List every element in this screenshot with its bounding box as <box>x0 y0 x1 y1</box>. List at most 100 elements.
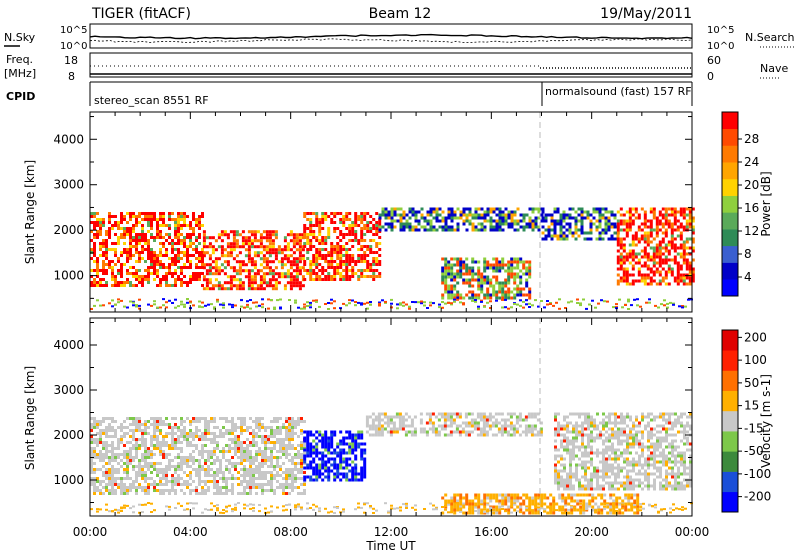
echo-cell <box>315 218 319 221</box>
echo-cell <box>681 305 684 307</box>
echo-cell <box>183 429 186 432</box>
echo-cell <box>303 278 307 281</box>
echo-cell <box>306 301 309 304</box>
echo-cell <box>368 427 372 431</box>
echo-cell <box>516 505 520 509</box>
echo-cell <box>603 300 606 303</box>
echo-cell <box>120 426 123 429</box>
echo-cell <box>399 228 403 232</box>
echo-cell <box>217 272 221 276</box>
echo-cell <box>90 281 93 284</box>
echo-cell <box>129 236 132 239</box>
echo-cell <box>153 272 156 275</box>
echo-cell <box>282 486 285 489</box>
echo-cell <box>670 237 674 241</box>
echo-cell <box>513 210 517 214</box>
echo-cell <box>664 222 668 226</box>
echo-cell <box>105 239 108 242</box>
echo-cell <box>252 462 255 465</box>
echo-cell <box>339 272 343 275</box>
echo-cell <box>643 216 647 220</box>
echo-cell <box>682 276 686 280</box>
echo-cell <box>664 258 668 262</box>
echo-cell <box>667 267 671 271</box>
echo-cell <box>195 489 198 492</box>
echo-cell <box>649 279 653 283</box>
echo-cell <box>285 426 288 429</box>
echo-cell <box>208 245 212 249</box>
echo-cell <box>655 216 659 220</box>
echo-cell <box>114 281 117 284</box>
echo-cell <box>288 420 291 423</box>
echo-cell <box>306 236 310 239</box>
echo-cell <box>270 447 273 450</box>
echo-cell <box>195 272 198 275</box>
echo-cell <box>138 298 141 301</box>
echo-cell <box>150 438 153 441</box>
echo-cell <box>565 213 569 217</box>
echo-cell <box>513 272 517 276</box>
echo-cell <box>247 254 251 258</box>
echo-cell <box>336 248 340 251</box>
echo-cell <box>174 432 177 435</box>
echo-cell <box>240 453 243 456</box>
echo-cell <box>354 445 358 449</box>
echo-cell <box>634 279 638 283</box>
echo-cell <box>456 260 460 264</box>
echo-cell <box>546 505 550 509</box>
echo-cell <box>669 301 672 304</box>
echo-cell <box>265 272 269 276</box>
echo-cell <box>222 417 225 420</box>
echo-cell <box>312 472 316 476</box>
echo-cell <box>259 275 263 279</box>
echo-cell <box>622 246 626 250</box>
echo-cell <box>360 239 364 242</box>
echo-cell <box>312 224 316 227</box>
echo-cell <box>682 279 686 283</box>
echo-cell <box>577 213 581 217</box>
echo-cell <box>489 493 493 497</box>
echo-cell <box>494 418 498 422</box>
echo-cell <box>210 303 213 306</box>
echo-cell <box>495 207 499 211</box>
echo-cell <box>580 213 584 217</box>
echo-cell <box>453 493 457 497</box>
echo-cell <box>165 489 168 492</box>
echo-cell <box>138 275 141 278</box>
echo-cell <box>262 278 266 282</box>
echo-cell <box>431 412 435 416</box>
echo-cell <box>177 221 180 224</box>
echo-cell <box>426 210 430 214</box>
echo-cell <box>144 236 147 239</box>
echo-cell <box>486 287 490 291</box>
echo-cell <box>226 263 230 267</box>
echo-cell <box>315 257 319 260</box>
echo-cell <box>410 421 414 425</box>
echo-cell <box>216 435 219 438</box>
echo-cell <box>309 221 313 224</box>
echo-cell <box>108 468 111 471</box>
echo-cell <box>144 465 147 468</box>
echo-cell <box>489 222 493 226</box>
echo-cell <box>636 304 639 307</box>
echo-cell <box>232 233 236 237</box>
echo-cell <box>298 233 302 237</box>
echo-cell <box>489 278 493 282</box>
echo-cell <box>477 269 481 273</box>
echo-cell <box>294 465 297 468</box>
echo-cell <box>250 245 254 249</box>
echo-cell <box>676 273 680 277</box>
echo-cell <box>108 477 111 480</box>
echo-cell <box>243 468 246 471</box>
echo-cell <box>688 267 692 271</box>
echo-cell <box>447 287 451 291</box>
echo-cell <box>366 212 370 215</box>
echo-cell <box>208 257 212 261</box>
echo-cell <box>679 276 683 280</box>
echo-cell <box>558 508 562 512</box>
echo-cell <box>345 263 349 266</box>
echo-cell <box>571 231 575 235</box>
echo-cell <box>123 248 126 251</box>
echo-cell <box>126 251 129 254</box>
echo-cell <box>309 266 313 269</box>
